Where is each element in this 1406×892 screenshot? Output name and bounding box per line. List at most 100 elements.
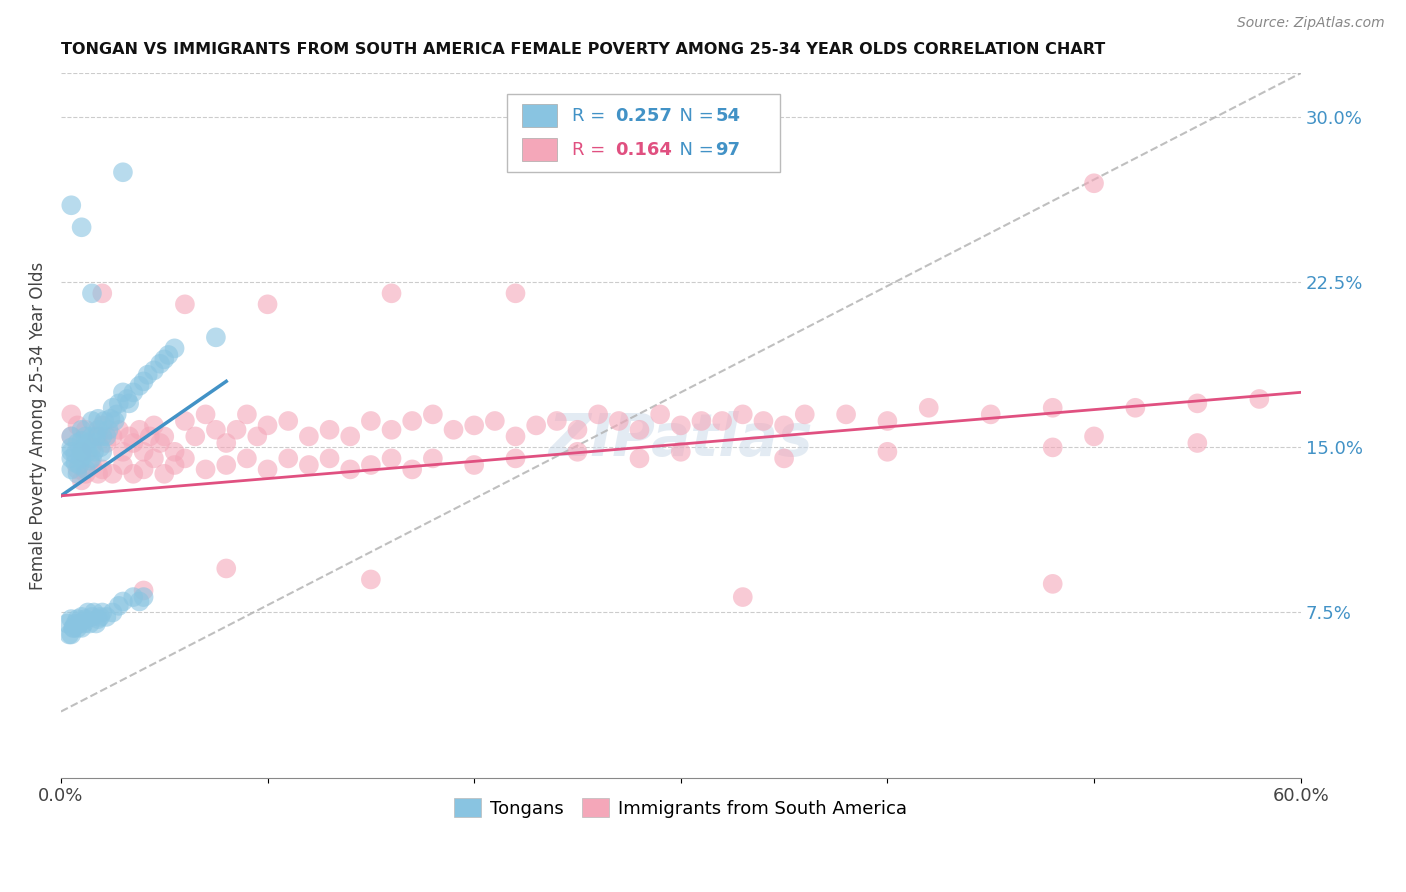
Immigrants from South America xyxy=(876,444,898,458)
Immigrants from South America xyxy=(122,467,145,481)
Immigrants from South America xyxy=(174,414,197,428)
Immigrants from South America xyxy=(463,458,485,472)
Tongans xyxy=(73,616,96,631)
Immigrants from South America xyxy=(1042,577,1064,591)
Tongans xyxy=(75,429,97,443)
Immigrants from South America xyxy=(80,458,103,472)
Immigrants from South America xyxy=(1042,441,1064,455)
Immigrants from South America xyxy=(215,458,238,472)
Immigrants from South America xyxy=(174,451,197,466)
Immigrants from South America xyxy=(463,418,485,433)
Text: 0.257: 0.257 xyxy=(614,107,672,125)
Immigrants from South America xyxy=(101,467,124,481)
Immigrants from South America xyxy=(318,451,340,466)
Immigrants from South America xyxy=(711,414,734,428)
Immigrants from South America xyxy=(277,451,299,466)
Immigrants from South America xyxy=(505,429,527,443)
Immigrants from South America xyxy=(628,451,651,466)
Legend: Tongans, Immigrants from South America: Tongans, Immigrants from South America xyxy=(447,791,914,825)
Tongans xyxy=(70,434,93,448)
Tongans xyxy=(66,467,89,481)
Immigrants from South America xyxy=(360,414,382,428)
Immigrants from South America xyxy=(773,418,796,433)
Tongans xyxy=(60,429,83,443)
Immigrants from South America xyxy=(360,573,382,587)
Immigrants from South America xyxy=(70,474,93,488)
Tongans xyxy=(132,375,155,389)
Immigrants from South America xyxy=(132,583,155,598)
Immigrants from South America xyxy=(236,451,259,466)
Tongans xyxy=(93,414,115,428)
Text: ZIPatlas: ZIPatlas xyxy=(548,411,813,468)
Immigrants from South America xyxy=(66,462,89,476)
Text: Source: ZipAtlas.com: Source: ZipAtlas.com xyxy=(1237,16,1385,30)
Tongans xyxy=(60,627,83,641)
Immigrants from South America xyxy=(586,408,609,422)
Immigrants from South America xyxy=(484,414,506,428)
Text: R =: R = xyxy=(572,107,610,125)
Tongans xyxy=(163,342,186,356)
Tongans xyxy=(76,606,98,620)
Immigrants from South America xyxy=(339,429,361,443)
Tongans xyxy=(84,616,107,631)
Immigrants from South America xyxy=(149,436,172,450)
Tongans xyxy=(122,590,145,604)
Immigrants from South America xyxy=(111,444,134,458)
Tongans xyxy=(87,411,110,425)
Immigrants from South America xyxy=(669,444,692,458)
Tongans xyxy=(58,627,80,641)
Tongans xyxy=(111,165,134,179)
Immigrants from South America xyxy=(132,444,155,458)
Tongans xyxy=(101,401,124,415)
Immigrants from South America xyxy=(650,408,672,422)
Tongans xyxy=(83,606,105,620)
Tongans xyxy=(76,444,98,458)
Tongans xyxy=(62,621,84,635)
Tongans xyxy=(136,368,159,382)
Immigrants from South America xyxy=(876,414,898,428)
Immigrants from South America xyxy=(401,462,423,476)
Text: TONGAN VS IMMIGRANTS FROM SOUTH AMERICA FEMALE POVERTY AMONG 25-34 YEAR OLDS COR: TONGAN VS IMMIGRANTS FROM SOUTH AMERICA … xyxy=(60,42,1105,57)
Immigrants from South America xyxy=(1249,392,1271,406)
Immigrants from South America xyxy=(132,462,155,476)
Tongans xyxy=(70,451,93,466)
Immigrants from South America xyxy=(215,561,238,575)
Immigrants from South America xyxy=(731,590,754,604)
Immigrants from South America xyxy=(91,462,114,476)
Immigrants from South America xyxy=(505,451,527,466)
Immigrants from South America xyxy=(669,418,692,433)
Tongans xyxy=(65,616,87,631)
Immigrants from South America xyxy=(60,408,83,422)
Tongans xyxy=(70,220,93,235)
Tongans xyxy=(79,453,101,467)
Tongans xyxy=(157,348,180,362)
Immigrants from South America xyxy=(75,423,97,437)
Tongans xyxy=(128,378,150,392)
Immigrants from South America xyxy=(163,458,186,472)
Immigrants from South America xyxy=(752,414,775,428)
Tongans xyxy=(73,441,96,455)
Tongans xyxy=(60,441,83,455)
Immigrants from South America xyxy=(567,423,589,437)
Tongans xyxy=(80,286,103,301)
Tongans xyxy=(80,451,103,466)
Text: N =: N = xyxy=(668,107,720,125)
Y-axis label: Female Poverty Among 25-34 Year Olds: Female Poverty Among 25-34 Year Olds xyxy=(30,261,46,590)
Immigrants from South America xyxy=(246,429,269,443)
Tongans xyxy=(69,616,91,631)
Tongans xyxy=(107,396,129,410)
Immigrants from South America xyxy=(773,451,796,466)
Immigrants from South America xyxy=(380,286,402,301)
Tongans xyxy=(60,198,83,212)
Immigrants from South America xyxy=(298,458,321,472)
Tongans xyxy=(66,612,89,626)
Tongans xyxy=(87,612,110,626)
Immigrants from South America xyxy=(1083,176,1105,190)
Tongans xyxy=(101,606,124,620)
Immigrants from South America xyxy=(401,414,423,428)
Tongans xyxy=(91,606,114,620)
Tongans xyxy=(65,447,87,461)
Tongans xyxy=(75,462,97,476)
Immigrants from South America xyxy=(980,408,1002,422)
Tongans xyxy=(142,363,165,377)
